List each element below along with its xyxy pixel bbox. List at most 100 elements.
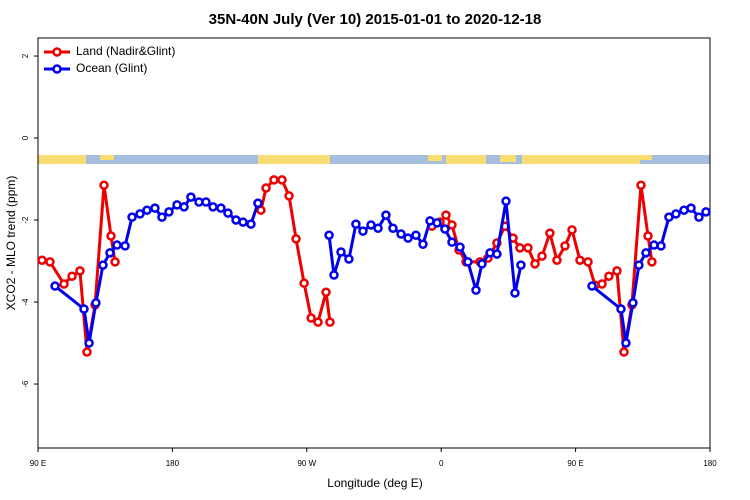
legend-label: Ocean (Glint) xyxy=(76,61,147,75)
data-point xyxy=(208,202,218,212)
data-point xyxy=(186,192,196,202)
data-point xyxy=(157,212,167,222)
data-point xyxy=(694,212,704,222)
y-tick-label: -6 xyxy=(21,380,30,388)
data-point xyxy=(656,241,666,251)
data-point xyxy=(329,270,339,280)
data-point xyxy=(324,230,334,240)
data-point xyxy=(238,217,248,227)
data-point xyxy=(523,243,533,253)
data-point xyxy=(432,218,442,228)
data-point xyxy=(253,198,263,208)
data-point xyxy=(560,241,570,251)
data-point xyxy=(105,248,115,258)
x-tick-label: 0 xyxy=(439,459,444,468)
plot-frame xyxy=(37,37,711,449)
legend-marker xyxy=(52,47,62,57)
data-point xyxy=(587,281,597,291)
data-point xyxy=(621,338,631,348)
data-point xyxy=(179,202,189,212)
data-point xyxy=(284,191,294,201)
data-point xyxy=(701,207,711,217)
data-point xyxy=(477,259,487,269)
chart-title: 35N-40N July (Ver 10) 2015-01-01 to 2020… xyxy=(209,11,542,28)
data-point xyxy=(201,197,211,207)
x-axis-label: Longitude (deg E) xyxy=(327,476,422,490)
x-tick-label: 180 xyxy=(703,459,717,468)
data-point xyxy=(381,210,391,220)
data-point xyxy=(545,228,555,238)
x-tick-label: 90 W xyxy=(297,459,316,468)
data-point xyxy=(246,219,256,229)
data-point xyxy=(110,257,120,267)
data-point xyxy=(313,317,323,327)
data-point xyxy=(671,209,681,219)
data-point xyxy=(686,203,696,213)
data-point xyxy=(636,180,646,190)
data-point xyxy=(366,220,376,230)
data-point xyxy=(388,223,398,233)
data-point xyxy=(164,207,174,217)
data-point xyxy=(664,212,674,222)
data-point xyxy=(99,180,109,190)
data-point xyxy=(604,271,614,281)
data-point xyxy=(50,281,60,291)
data-point xyxy=(641,248,651,258)
data-point xyxy=(344,254,354,264)
data-point xyxy=(358,226,368,236)
data-point xyxy=(537,251,547,261)
data-point xyxy=(403,233,413,243)
data-point xyxy=(325,317,335,327)
data-point xyxy=(277,175,287,185)
y-tick-label: -2 xyxy=(21,216,30,224)
data-point xyxy=(150,203,160,213)
data-point xyxy=(647,257,657,267)
data-point xyxy=(127,212,137,222)
data-point xyxy=(112,240,122,250)
data-point xyxy=(463,257,473,267)
data-point xyxy=(441,210,451,220)
data-point xyxy=(223,208,233,218)
data-point xyxy=(418,239,428,249)
data-point xyxy=(530,259,540,269)
data-point xyxy=(552,255,562,265)
data-point xyxy=(501,196,511,206)
y-axis-label: XCO2 - MLO trend (ppm) xyxy=(4,176,18,311)
data-point xyxy=(583,257,593,267)
data-point xyxy=(616,304,626,314)
data-point xyxy=(516,260,526,270)
data-point xyxy=(306,313,316,323)
land-sea-strip xyxy=(38,155,710,164)
data-point xyxy=(515,243,525,253)
data-point xyxy=(106,231,116,241)
data-point xyxy=(37,255,47,265)
data-point xyxy=(351,219,361,229)
data-point xyxy=(628,298,638,308)
y-tick-label: -4 xyxy=(21,298,30,306)
data-point xyxy=(447,237,457,247)
series-line xyxy=(41,178,654,353)
data-point xyxy=(634,260,644,270)
data-point xyxy=(135,209,145,219)
data-point xyxy=(612,266,622,276)
data-point xyxy=(59,279,69,289)
data-point xyxy=(597,279,607,289)
data-point xyxy=(336,247,346,257)
data-point xyxy=(84,338,94,348)
data-point xyxy=(261,183,271,193)
data-point xyxy=(79,304,89,314)
data-point xyxy=(321,287,331,297)
data-point xyxy=(440,224,450,234)
data-point xyxy=(142,205,152,215)
data-point xyxy=(471,285,481,295)
data-point xyxy=(120,241,130,251)
data-point xyxy=(643,231,653,241)
data-point xyxy=(291,234,301,244)
data-point xyxy=(216,203,226,213)
data-point xyxy=(492,249,502,259)
y-tick-label: 2 xyxy=(21,53,30,58)
data-point xyxy=(82,347,92,357)
data-point xyxy=(396,229,406,239)
data-point xyxy=(567,225,577,235)
